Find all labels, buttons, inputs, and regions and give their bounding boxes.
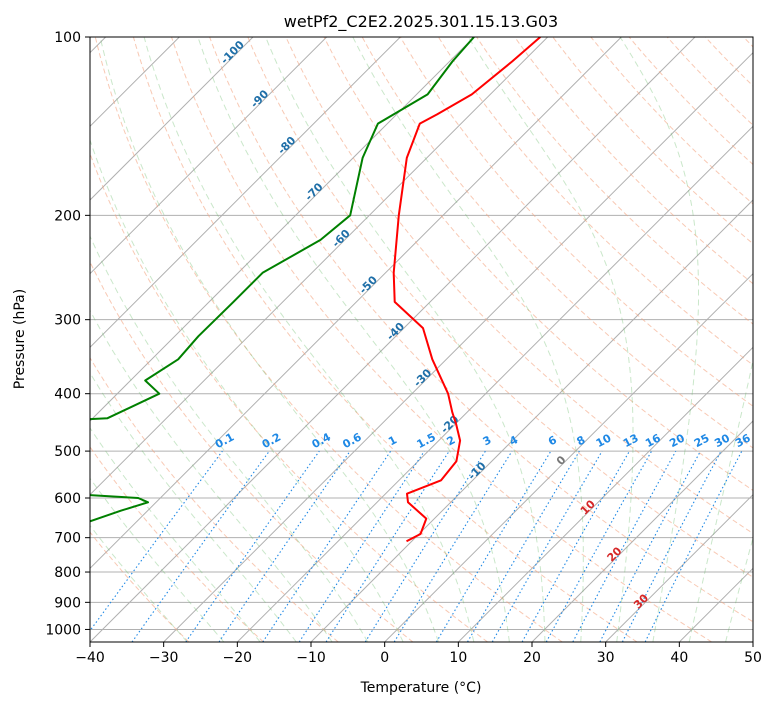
isotherm-gridline (90, 37, 328, 275)
y-tick-label: 400 (54, 387, 81, 403)
y-tick-label: 500 (54, 444, 81, 460)
dry-adiabat (399, 37, 753, 407)
dry-adiabat (90, 260, 414, 642)
moist-adiabat (90, 235, 369, 642)
y-tick-label: 800 (54, 565, 81, 581)
isotherm-gridline (163, 51, 753, 642)
isotherm-gridline (531, 420, 753, 642)
dry-adiabat (552, 37, 753, 245)
dry-adiabat (285, 37, 753, 535)
mixing-ratio-line (325, 450, 450, 642)
mixing-ratio-line (393, 450, 513, 642)
x-tick-label: 0 (380, 650, 389, 666)
isotherm-label: 40 (658, 638, 678, 658)
moist-adiabat (90, 524, 188, 642)
moist-adiabat (688, 358, 753, 642)
dry-adiabat (171, 37, 712, 642)
moist-adiabat (725, 536, 753, 642)
isotherm-gridline (90, 37, 254, 201)
moist-adiabat (90, 371, 297, 642)
mixing-ratio-line (521, 450, 630, 642)
y-axis-label: Pressure (hPa) (12, 289, 28, 389)
mixing-ratio-label: 16 (643, 431, 663, 450)
mixing-ratio-label: 25 (692, 431, 712, 450)
mixing-ratio-label: 10 (594, 431, 614, 450)
dry-adiabat (90, 356, 339, 642)
mixing-ratio-line (572, 450, 677, 642)
moist-adiabat (90, 427, 261, 642)
x-tick-label: −10 (296, 650, 326, 666)
x-tick-label: 10 (449, 650, 467, 666)
moist-adiabat (90, 309, 333, 642)
isotherm-gridline (236, 125, 753, 642)
y-tick-label: 600 (54, 491, 81, 507)
dry-adiabat (590, 37, 753, 205)
mixing-ratio-line (185, 450, 320, 642)
isotherm-gridline (605, 493, 753, 642)
isotherm-gridline (90, 37, 475, 422)
x-tick-label: 50 (744, 650, 762, 666)
isotherm-gridline (90, 37, 549, 496)
moist-adiabat (90, 138, 404, 642)
x-tick-label: −40 (75, 650, 105, 666)
mixing-ratio-label: 30 (712, 431, 732, 450)
mixing-ratio-line (218, 450, 351, 642)
mixing-ratio-label: 36 (733, 431, 753, 450)
mixing-ratio-line (262, 450, 392, 642)
mixing-ratio-line (90, 450, 223, 632)
y-tick-label: 200 (54, 208, 81, 224)
dry-adiabat (132, 37, 638, 642)
y-tick-label: 1000 (45, 622, 81, 638)
mixing-ratio-line (644, 450, 743, 642)
chart-title: wetPf2_C2E2.2025.301.15.13.G03 (284, 12, 558, 32)
x-tick-label: 40 (670, 650, 688, 666)
plot-frame (89, 36, 754, 643)
isotherm-gridline (90, 37, 696, 642)
isotherm-gridline (90, 37, 622, 570)
background-lines (90, 37, 753, 642)
moist-adiabat (99, 37, 439, 642)
y-tick-label: 700 (54, 531, 81, 547)
moist-adiabat (143, 37, 475, 642)
mixing-ratio-line (298, 450, 425, 642)
profile-lines (90, 37, 541, 543)
isotherm-gridline (457, 346, 753, 642)
dewpoint-profile-line (90, 37, 475, 523)
moist-adiabat (90, 477, 225, 642)
moist-adiabat (265, 37, 546, 642)
y-tick-label: 300 (54, 313, 81, 329)
dry-adiabat (209, 37, 753, 623)
mixing-ratio-label: 13 (621, 431, 641, 450)
x-axis-label: Temperature (°C) (360, 680, 482, 696)
y-tick-label: 100 (54, 30, 81, 46)
dry-adiabat (323, 37, 753, 491)
x-tick-label: −20 (223, 650, 253, 666)
dry-adiabat (361, 37, 753, 449)
mixing-ratio-label: 20 (667, 431, 687, 450)
dry-adiabat (90, 531, 190, 642)
mixing-ratio-line (545, 450, 653, 642)
x-tick-label: 30 (597, 650, 615, 666)
axis-ticks: −40 −30 −20 −10 0 10 20 30 40 50 100 200 300 400 500 60… (45, 30, 762, 666)
mixing-ratio-line (131, 450, 270, 642)
x-tick-label: −30 (149, 650, 179, 666)
moist-adiabat (352, 37, 584, 642)
temperature-profile-line (392, 37, 541, 543)
isotherm-gridline (384, 272, 753, 642)
dry-adiabat (437, 37, 753, 366)
moist-adiabat (619, 37, 699, 642)
dry-adiabat (476, 37, 753, 325)
x-tick-label: 20 (523, 650, 541, 666)
y-tick-label: 900 (54, 595, 81, 611)
moist-adiabat (197, 37, 510, 642)
dry-adiabat (94, 37, 563, 642)
isotherm-gridline (90, 37, 401, 349)
